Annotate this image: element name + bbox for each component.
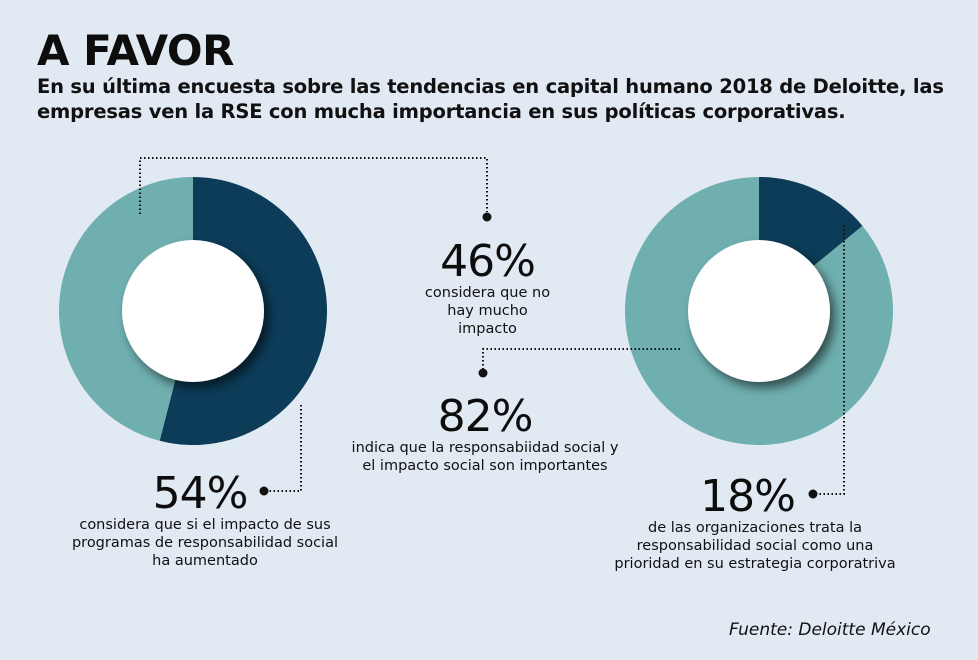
stat-value: 54% [152,468,249,519]
stat-value: 18% [700,471,796,522]
connector-dot-54 [259,486,269,496]
stat-description: considera que si el impacto de sus progr… [71,517,339,569]
connector-dot-82 [478,368,488,378]
connector-dot-46 [482,212,492,222]
stat-description: de las organizaciones trata la responsab… [614,520,896,572]
connector-lines [139,157,845,495]
connector-54 [268,405,302,492]
connector-dot-18 [808,489,818,499]
stat-description: indica que la responsabiidad social y el… [351,440,619,474]
stat-82: 82% indica que la responsabiidad social … [350,395,620,475]
donut-chart-right [624,176,893,445]
donut-hole [688,240,830,382]
page-subtitle: En su última encuesta sobre las tendenci… [37,75,944,123]
stat-value: 46% [440,236,536,287]
connector-18 [816,225,845,495]
connector-46 [139,157,488,214]
stat-value: 82% [437,391,534,442]
connector-dots [259,212,818,499]
stat-18: 18% de las organizaciones trata la respo… [605,475,905,573]
stat-54: 54% considera que si el impacto de sus p… [65,472,345,570]
stat-description: considera que no hay mucho impacto [424,285,551,337]
stat-46: 46% considera que no hay mucho impacto [380,240,595,338]
donut-chart-left [59,177,328,445]
source-note: Fuente: Deloitte México [729,620,931,640]
connector-82 [482,348,680,370]
donut-hole [122,240,264,382]
page-title: A FAVOR [37,26,234,75]
